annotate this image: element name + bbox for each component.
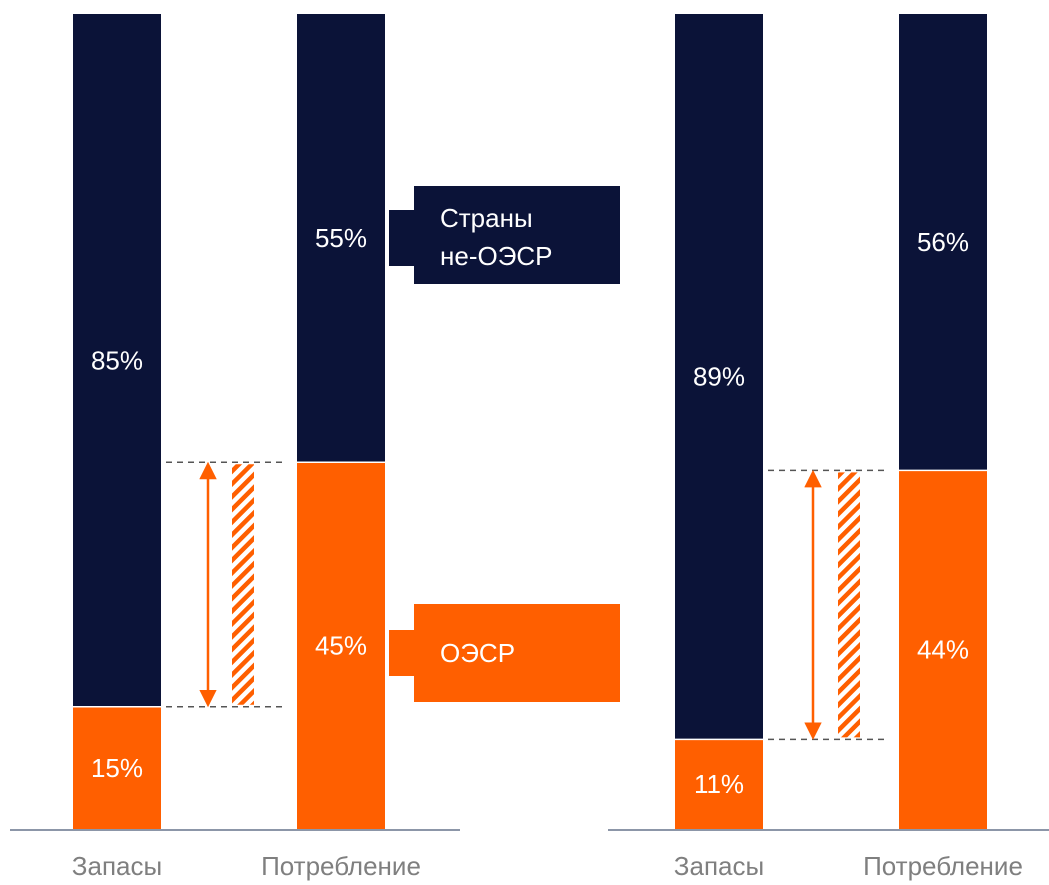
bar-non-oecd-1	[675, 14, 763, 740]
chart-panel-2: 89% 11% Запасы 56% 44% Потребление	[608, 14, 1049, 881]
legend-oecd-label: ОЭСР	[440, 638, 515, 668]
legend-oecd: ОЭСР	[389, 604, 620, 702]
bar-non-oecd-2	[899, 14, 987, 471]
legend-non-oecd: Страны не-ОЭСР	[389, 186, 620, 284]
chart-panel-1: 85% 15% Запасы 55% 45% Потребление	[10, 14, 460, 881]
data-label-oecd-2: 45%	[315, 631, 367, 661]
bar-non-oecd-2	[297, 14, 385, 463]
category-label-1: Запасы	[72, 851, 162, 881]
data-label-non-oecd-2: 55%	[315, 223, 367, 253]
legend-non-oecd-line2: не-ОЭСР	[440, 241, 553, 271]
data-label-non-oecd-1: 85%	[91, 345, 143, 375]
legend: Страны не-ОЭСР ОЭСР	[389, 186, 620, 702]
data-label-non-oecd-1: 89%	[693, 362, 745, 392]
bar-oecd-2	[899, 470, 987, 829]
bar-non-oecd-1	[73, 14, 161, 707]
gap-hatch-bar	[232, 464, 254, 705]
bar-oecd-2	[297, 462, 385, 829]
legend-non-oecd-box	[389, 186, 620, 284]
category-label-2: Потребление	[261, 851, 421, 881]
data-label-non-oecd-2: 56%	[917, 227, 969, 257]
category-label-1: Запасы	[674, 851, 764, 881]
legend-non-oecd-line1: Страны	[440, 203, 533, 233]
data-label-oecd-2: 44%	[917, 635, 969, 665]
gap-hatch-bar	[838, 472, 860, 738]
legend-oecd-box	[389, 604, 620, 702]
data-label-oecd-1: 15%	[91, 753, 143, 783]
category-label-2: Потребление	[863, 851, 1023, 881]
data-label-oecd-1: 11%	[694, 769, 744, 799]
bar-oecd-1	[73, 706, 161, 829]
bar-oecd-1	[675, 739, 763, 829]
